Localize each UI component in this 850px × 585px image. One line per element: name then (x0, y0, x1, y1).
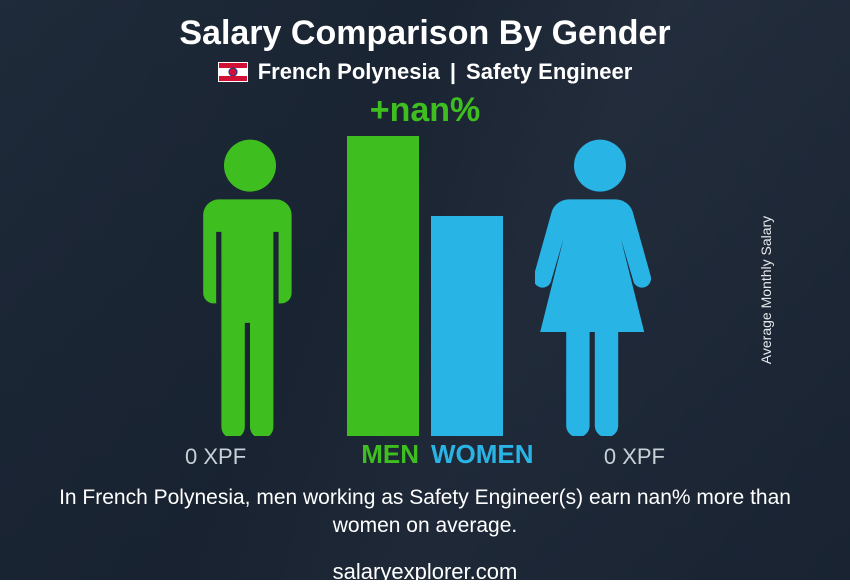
male-label: MEN (361, 439, 419, 470)
chart-inner: 0 XPF MEN 0 XPF WOMEN (145, 126, 705, 436)
chart-area: 0 XPF MEN 0 XPF WOMEN (0, 126, 850, 436)
percent-difference: +nan% (0, 91, 850, 130)
male-figure-icon (185, 136, 315, 436)
subtitle-country: French Polynesia (258, 59, 440, 85)
footer-source: salaryexplorer.com (0, 559, 850, 585)
female-bar (431, 216, 503, 436)
female-label: WOMEN (431, 439, 534, 470)
summary-text: In French Polynesia, men working as Safe… (45, 484, 805, 541)
female-group: 0 XPF WOMEN (425, 126, 705, 436)
female-figure-icon (535, 136, 665, 436)
subtitle-row: French Polynesia | Safety Engineer (0, 59, 850, 85)
flag-icon (218, 62, 248, 82)
male-salary: 0 XPF (185, 444, 246, 470)
male-group: 0 XPF MEN (145, 126, 425, 436)
page-title: Salary Comparison By Gender (0, 0, 850, 53)
male-bar (347, 136, 419, 436)
female-salary: 0 XPF (604, 444, 665, 470)
infographic-container: Salary Comparison By Gender French Polyn… (0, 0, 850, 580)
y-axis-label: Average Monthly Salary (758, 216, 774, 364)
subtitle-separator: | (450, 59, 456, 85)
subtitle-role: Safety Engineer (466, 59, 632, 85)
